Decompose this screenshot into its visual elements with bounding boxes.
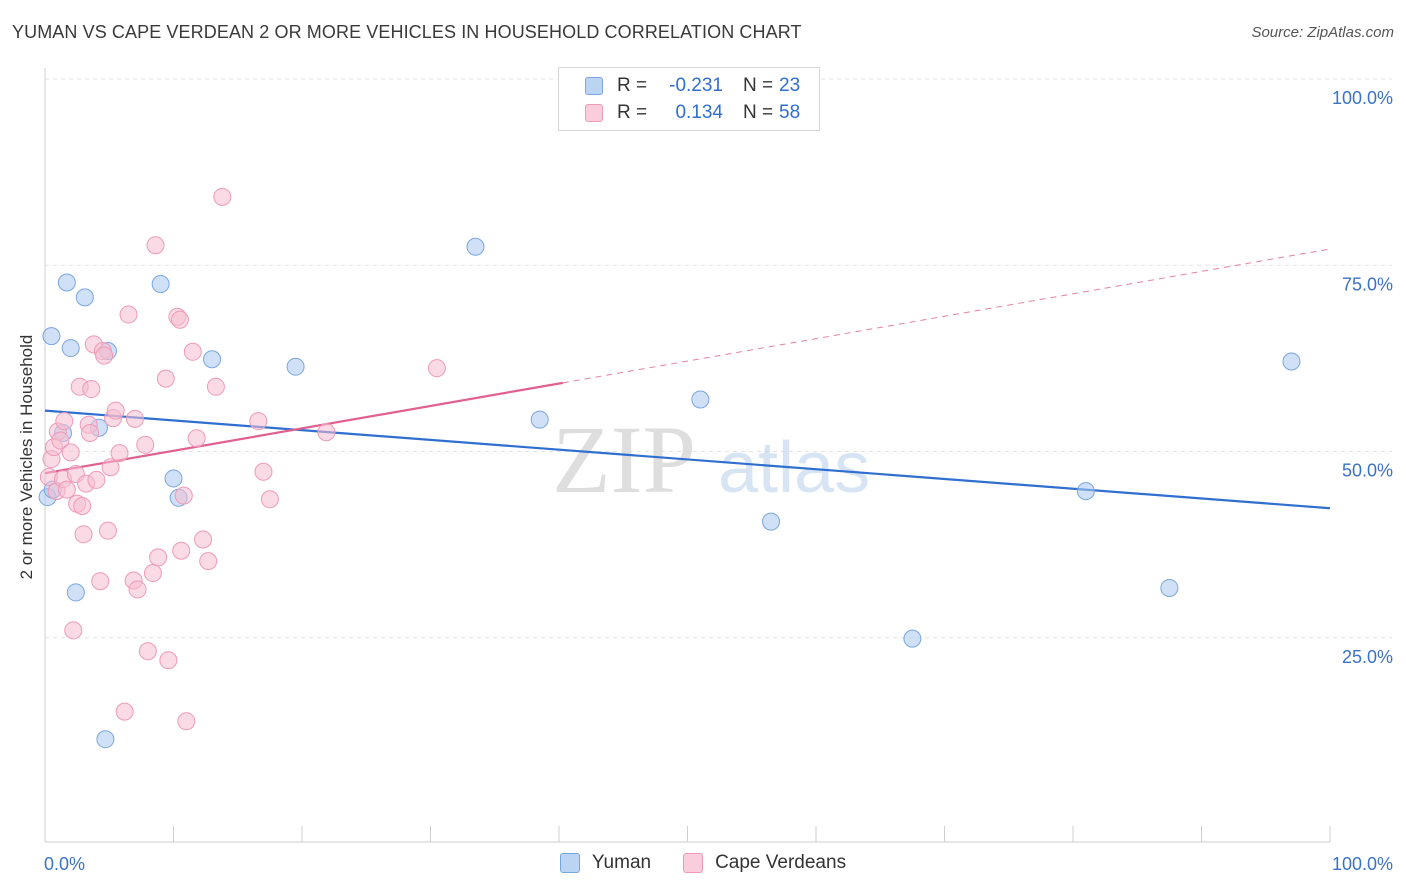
cape-verdean-point [187, 429, 206, 448]
yuman-point [903, 629, 922, 648]
legend-r-value: 0.134 [675, 102, 723, 123]
cape-verdean-point [146, 236, 165, 255]
cape-verdean-point [427, 359, 446, 378]
yuman-point [75, 288, 94, 307]
cape-verdean-point [55, 412, 74, 431]
series-legend-cape-verdeans: Cape Verdeans [683, 852, 846, 874]
cape-verdean-point [91, 572, 110, 591]
series-swatch-cape-verdeans [683, 853, 704, 873]
cape-verdean-point [194, 530, 213, 549]
cape-verdean-point [128, 580, 147, 599]
cape-verdean-point [80, 423, 99, 442]
watermark: ZIP atlas [552, 406, 870, 513]
x-tick-label: 100.0% [1332, 854, 1393, 874]
yuman-point [1160, 578, 1179, 597]
y-tick-label: 100.0% [1332, 88, 1393, 108]
legend-swatch-yuman [585, 77, 603, 95]
cape-verdean-point [174, 486, 193, 505]
cape-verdean-point [177, 712, 196, 731]
cape-verdean-point [74, 525, 93, 544]
cape-verdean-point [170, 310, 189, 329]
series-label-yuman: Yuman [591, 852, 652, 873]
cape-verdean-point [82, 380, 101, 399]
cape-verdean-point [156, 369, 175, 388]
cape-verdean-point [98, 521, 117, 540]
cape-verdean-point [106, 401, 125, 420]
y-tick-label: 50.0% [1342, 461, 1393, 481]
cape-verdean-point [206, 377, 225, 396]
cape-verdean-point [260, 490, 279, 509]
cape-verdean-trend-line-extension [562, 248, 1331, 384]
cape-verdean-point [138, 642, 157, 661]
legend-r-label: R = [617, 75, 648, 96]
cape-verdean-point [101, 458, 120, 477]
y-tick-label: 75.0% [1342, 274, 1393, 294]
cape-verdean-point [149, 548, 168, 567]
yuman-point [57, 273, 76, 292]
cape-verdean-point [183, 342, 202, 361]
cape-verdean-point [64, 621, 83, 640]
legend-n-label: N = [743, 102, 774, 123]
series-swatch-yuman [559, 853, 580, 873]
series-legend-yuman: Yuman [559, 852, 652, 874]
legend-n-value: 23 [779, 75, 801, 96]
yuman-point [762, 512, 781, 531]
yuman-point [1076, 482, 1095, 501]
yuman-point [466, 237, 485, 256]
cape-verdean-point [172, 541, 191, 560]
grid-lines [45, 78, 1392, 639]
correlation-legend: R = -0.231 N = 23 R = 0.134 N = 58 [558, 67, 820, 131]
x-tick-label: 0.0% [44, 854, 85, 874]
tick-labels: 25.0% 50.0% 75.0% 100.0% 0.0% 100.0% [44, 88, 1393, 874]
yuman-point [286, 357, 305, 376]
legend-r-label: R = [617, 102, 648, 123]
cape-verdean-point [143, 564, 162, 583]
yuman-point [1282, 352, 1301, 371]
series-label-cape-verdeans: Cape Verdeans [715, 852, 847, 873]
yuman-point [61, 339, 80, 358]
cape-verdean-point [115, 702, 134, 721]
legend-r-value: -0.231 [669, 75, 723, 96]
legend-row-cape-verdeans: R = 0.134 N = 58 [585, 101, 800, 125]
yuman-point [151, 274, 170, 293]
yuman-point [96, 730, 115, 749]
cape-verdean-point [254, 462, 273, 481]
cape-verdean-point [213, 187, 232, 206]
legend-swatch-cape-verdeans [585, 104, 603, 122]
cape-verdean-point [199, 552, 218, 571]
cape-verdean-point [87, 470, 106, 489]
cape-verdean-point [95, 346, 114, 365]
y-tick-label: 25.0% [1342, 647, 1393, 667]
y-axis-label: 2 or more Vehicles in Household [17, 335, 36, 580]
cape-verdean-point [57, 480, 76, 499]
cape-verdean-point [119, 305, 138, 324]
legend-n-label: N = [743, 75, 774, 96]
cape-verdean-point [51, 431, 70, 450]
yuman-point [203, 350, 222, 369]
yuman-point [66, 583, 85, 602]
yuman-point [530, 410, 549, 429]
cape-verdean-point [317, 423, 336, 442]
yuman-point [691, 390, 710, 409]
cape-verdean-point [125, 409, 144, 428]
legend-n-value: 58 [779, 102, 801, 123]
legend-row-yuman: R = -0.231 N = 23 [585, 74, 800, 98]
cape-verdean-point [159, 651, 178, 670]
data-points [38, 187, 1301, 749]
watermark-zip: ZIP [552, 406, 696, 513]
cape-verdean-trend-line [44, 381, 564, 475]
cape-verdean-point [249, 412, 268, 431]
yuman-point [164, 469, 183, 488]
chart-title: YUMAN VS CAPE VERDEAN 2 OR MORE VEHICLES… [12, 22, 802, 42]
cape-verdean-point [110, 444, 129, 463]
cape-verdean-point [136, 435, 155, 454]
cape-verdean-point [73, 497, 92, 516]
source-label: Source: ZipAtlas.com [1251, 24, 1394, 41]
cape-verdean-point [61, 443, 80, 462]
series-legend: Yuman Cape Verdeans [0, 852, 1406, 874]
yuman-point [42, 327, 61, 346]
